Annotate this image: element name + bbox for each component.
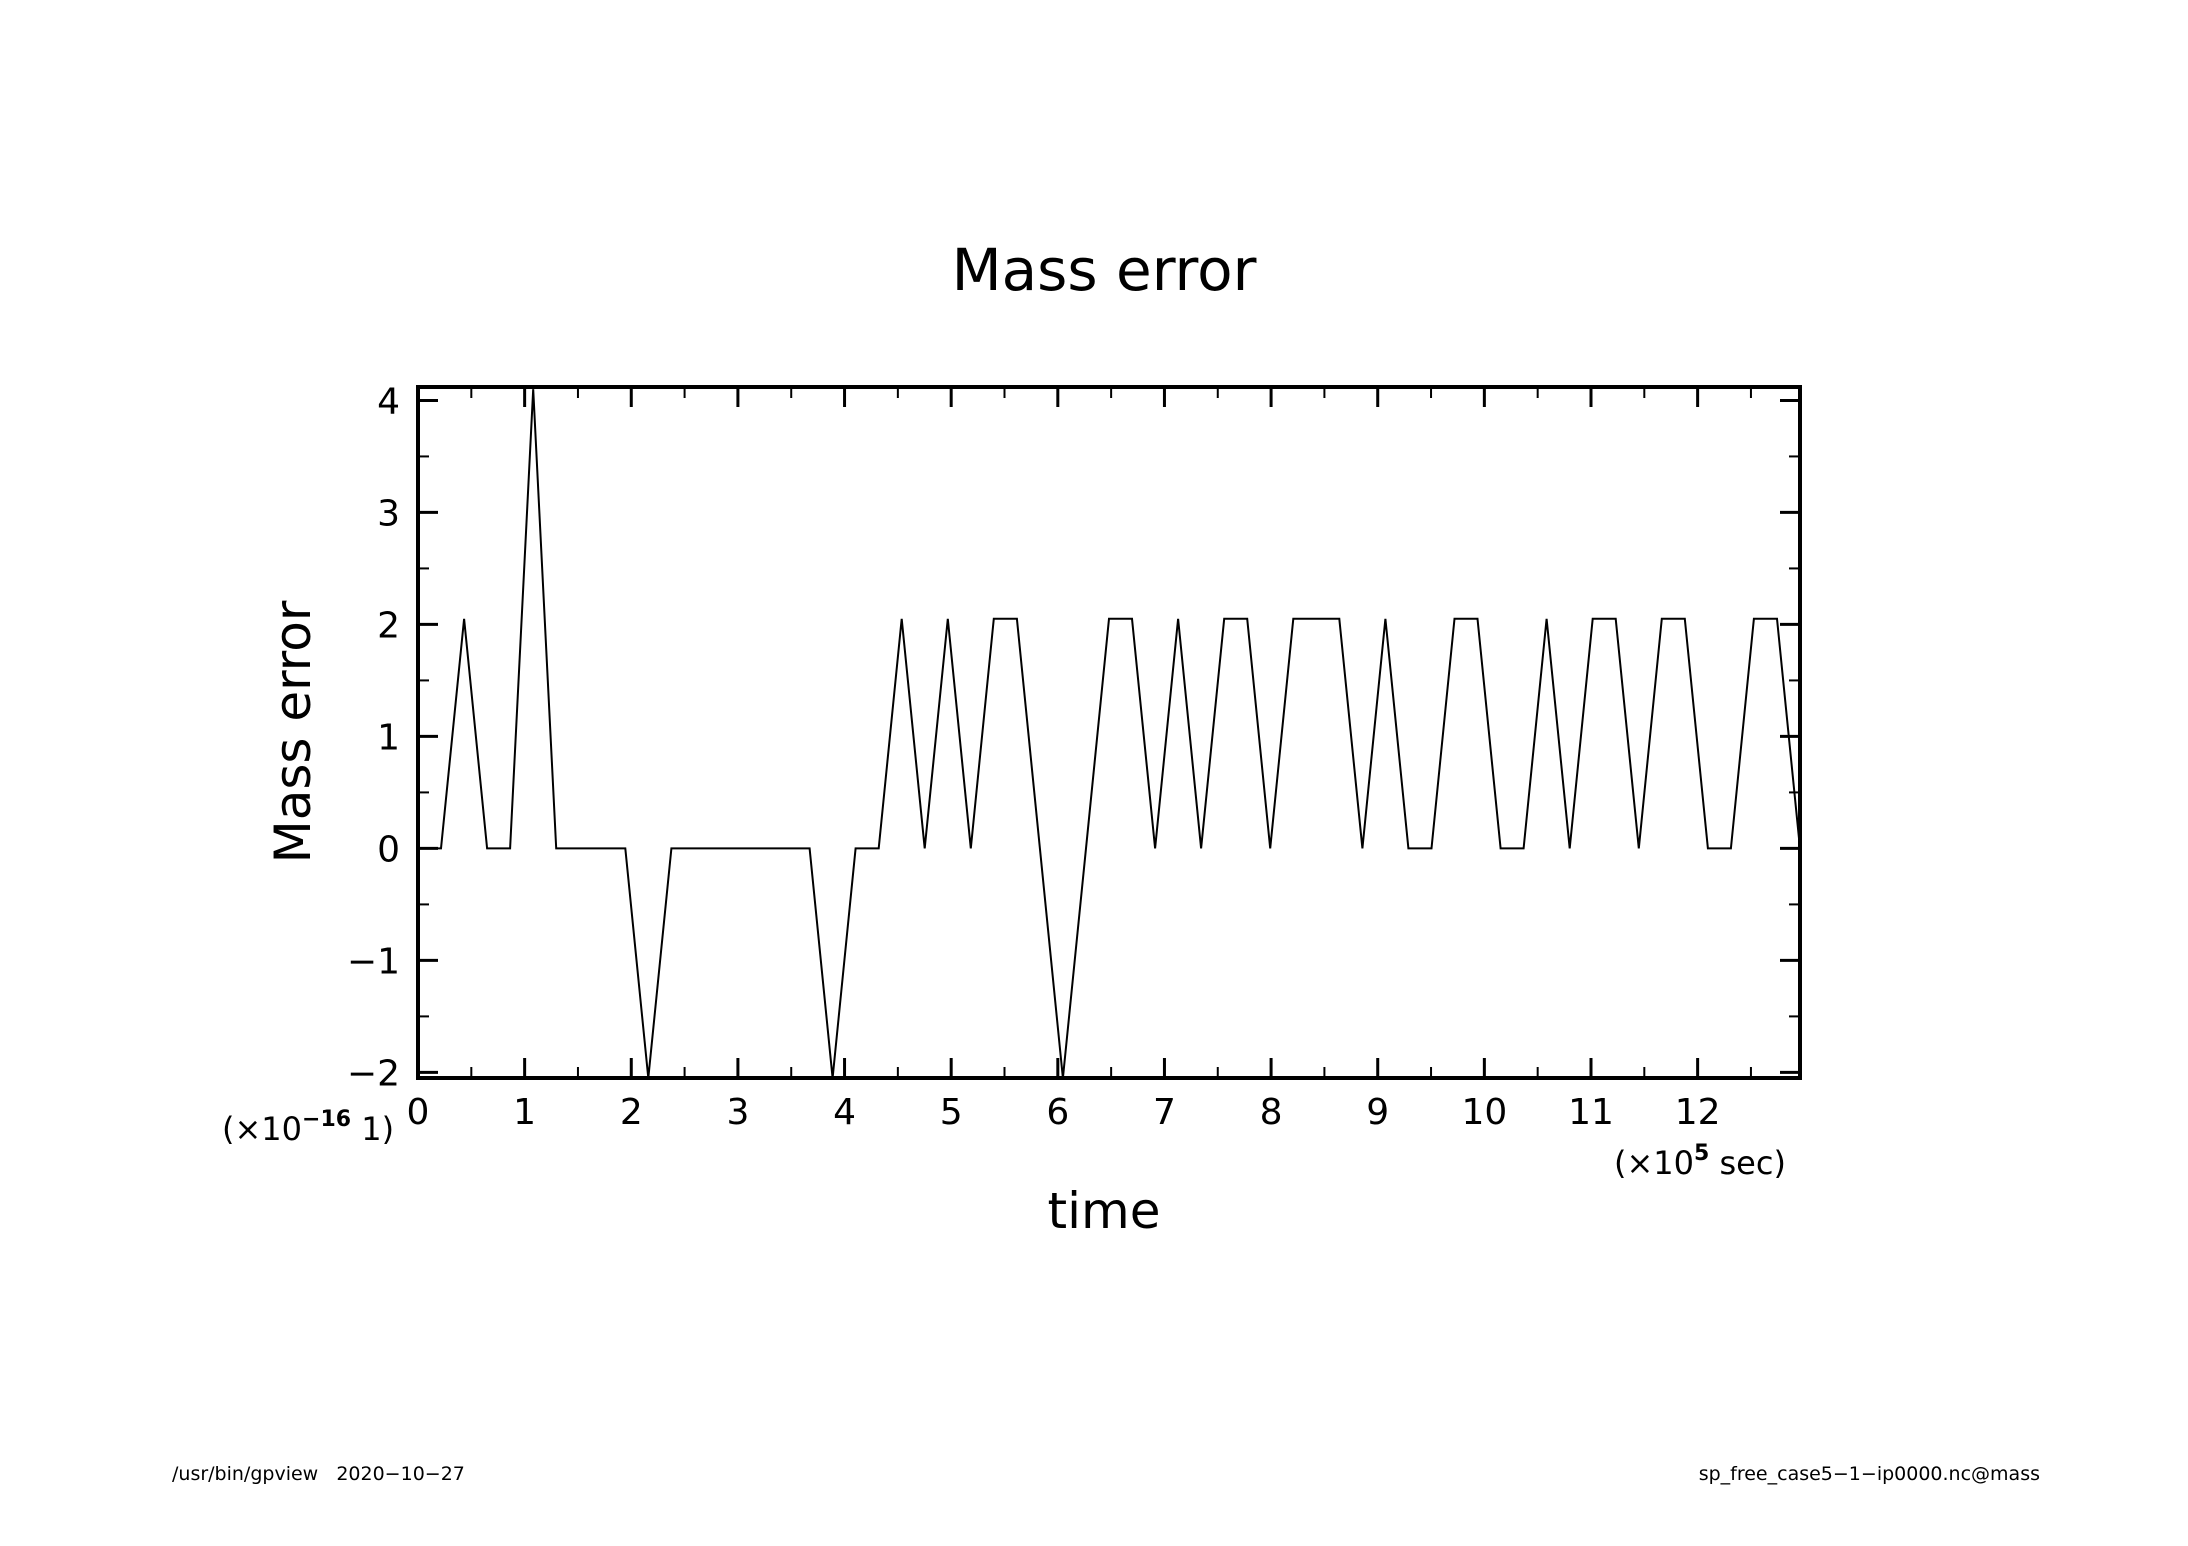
x-tick-label: 0 xyxy=(407,1092,430,1133)
series-line xyxy=(418,389,1801,1079)
y-scale-prefix: (×10 xyxy=(222,1110,302,1148)
footer-program-date: /usr/bin/gpview 2020−10−27 xyxy=(172,1463,465,1485)
x-tick-label: 6 xyxy=(1046,1092,1069,1133)
y-tick-label: 1 xyxy=(377,717,400,758)
x-tick-label: 8 xyxy=(1260,1092,1283,1133)
y-scale-exponent: −16 xyxy=(302,1107,351,1132)
x-scale-suffix: sec) xyxy=(1709,1144,1786,1182)
y-tick-label: −2 xyxy=(347,1053,400,1094)
chart-title: Mass error xyxy=(952,236,1257,304)
x-tick-label: 9 xyxy=(1366,1092,1389,1133)
x-tick-label: 7 xyxy=(1153,1092,1176,1133)
x-axis-label: time xyxy=(1048,1182,1161,1240)
y-tick-label: 2 xyxy=(377,605,400,646)
plot-frame xyxy=(416,385,1802,1080)
x-tick-label: 4 xyxy=(833,1092,856,1133)
x-tick-label: 12 xyxy=(1675,1092,1721,1133)
x-scale-exponent: 5 xyxy=(1694,1141,1709,1166)
x-tick-label: 2 xyxy=(620,1092,643,1133)
x-tick-label: 1 xyxy=(513,1092,536,1133)
footer-filename: sp_free_case5−1−ip0000.nc@mass xyxy=(1698,1463,2040,1485)
x-tick-label: 5 xyxy=(940,1092,963,1133)
y-axis-label: Mass error xyxy=(264,600,322,863)
y-tick-label: 0 xyxy=(377,829,400,870)
x-tick-label: 10 xyxy=(1461,1092,1507,1133)
y-scale-suffix: 1) xyxy=(351,1110,394,1148)
x-tick-label: 3 xyxy=(726,1092,749,1133)
y-tick-label: −1 xyxy=(347,941,400,982)
y-tick-label: 4 xyxy=(377,381,400,422)
y-tick-label: 3 xyxy=(377,493,400,534)
x-tick-label: 11 xyxy=(1568,1092,1614,1133)
y-scale-label: (×10−16 1) xyxy=(222,1107,394,1148)
x-scale-prefix: (×10 xyxy=(1614,1144,1694,1182)
x-scale-label: (×105 sec) xyxy=(1614,1141,1786,1182)
